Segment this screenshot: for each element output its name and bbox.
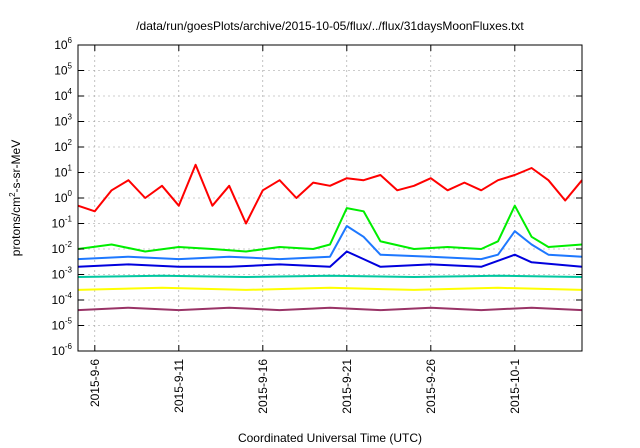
y-tick-label-base: 10 xyxy=(52,268,66,282)
y-tick-label-exp: 6 xyxy=(68,36,73,45)
y-tick-label: 10-4 xyxy=(52,291,73,307)
y-tick-label-base: 10 xyxy=(52,217,66,231)
y-tick-label: 104 xyxy=(54,87,72,103)
x-tick-label: 2015-9-6 xyxy=(88,359,102,407)
x-tick-label: 2015-10-1 xyxy=(508,359,522,414)
series-line-1 xyxy=(77,163,583,225)
series-line-4 xyxy=(77,250,583,268)
y-axis: 10-610-510-410-310-210-11001011021031041… xyxy=(52,36,582,358)
y-tick-label: 105 xyxy=(54,62,72,78)
y-tick-label-exp: 5 xyxy=(68,62,73,71)
y-tick-label-base: 10 xyxy=(54,115,68,129)
series-line-7 xyxy=(77,306,583,312)
y-tick-label-base: 10 xyxy=(54,191,68,205)
y-tick-label: 102 xyxy=(54,138,72,154)
y-tick-label-exp: 0 xyxy=(68,189,73,198)
y-tick-label-exp: -2 xyxy=(65,240,73,249)
series-line-3 xyxy=(77,225,583,261)
y-tick-label-base: 10 xyxy=(54,140,68,154)
y-tick-label: 10-5 xyxy=(52,317,73,333)
series-line-6 xyxy=(77,286,583,291)
y-tick-label: 106 xyxy=(54,36,72,52)
y-axis-label: protons/cm2-s-sr-MeV xyxy=(8,140,23,256)
series-line-5 xyxy=(77,274,583,278)
y-tick-label-exp: -4 xyxy=(65,291,73,300)
x-tick-label: 2015-9-26 xyxy=(424,359,438,414)
y-tick-label-exp: -1 xyxy=(65,215,73,224)
y-tick-label: 10-1 xyxy=(52,215,73,231)
y-tick-label-base: 10 xyxy=(52,293,66,307)
y-tick-label-exp: -5 xyxy=(65,317,73,326)
y-tick-label: 103 xyxy=(54,113,72,129)
series-line-2 xyxy=(77,204,583,253)
y-tick-label-base: 10 xyxy=(52,319,66,333)
x-tick-label: 2015-9-11 xyxy=(172,359,186,413)
y-tick-label-exp: -3 xyxy=(65,266,73,275)
y-axis-label-tail: -s-sr-MeV xyxy=(9,140,23,193)
y-tick-label-base: 10 xyxy=(52,242,66,256)
grid xyxy=(78,45,582,351)
series-layer xyxy=(77,163,583,312)
y-tick-label-base: 10 xyxy=(52,344,66,358)
x-axis-label: Coordinated Universal Time (UTC) xyxy=(238,431,422,445)
y-axis-label-sup: 2 xyxy=(8,192,17,197)
chart-title: /data/run/goesPlots/archive/2015-10-05/f… xyxy=(136,19,524,33)
y-tick-label-base: 10 xyxy=(54,166,68,180)
y-tick-label-exp: -6 xyxy=(65,342,73,351)
x-tick-label: 2015-9-16 xyxy=(256,359,270,414)
y-tick-label-base: 10 xyxy=(54,89,68,103)
y-tick-label: 10-2 xyxy=(52,240,73,256)
y-tick-label: 10-3 xyxy=(52,266,73,282)
x-tick-label: 2015-9-21 xyxy=(340,359,354,414)
y-axis-label-base: protons/cm xyxy=(9,197,23,256)
x-axis: 2015-9-6 2015-9-11 2015-9-16 2015-9-21 2015-… xyxy=(88,45,522,414)
y-tick-label-base: 10 xyxy=(54,38,68,52)
y-tick-label: 10-6 xyxy=(52,342,73,358)
y-tick-label-exp: 4 xyxy=(68,87,73,96)
y-tick-label: 101 xyxy=(54,164,72,180)
y-tick-label-exp: 2 xyxy=(68,138,73,147)
y-tick-label-base: 10 xyxy=(54,64,68,78)
y-tick-label: 100 xyxy=(54,189,72,205)
y-tick-label-exp: 1 xyxy=(68,164,73,173)
y-tick-label-exp: 3 xyxy=(68,113,73,122)
